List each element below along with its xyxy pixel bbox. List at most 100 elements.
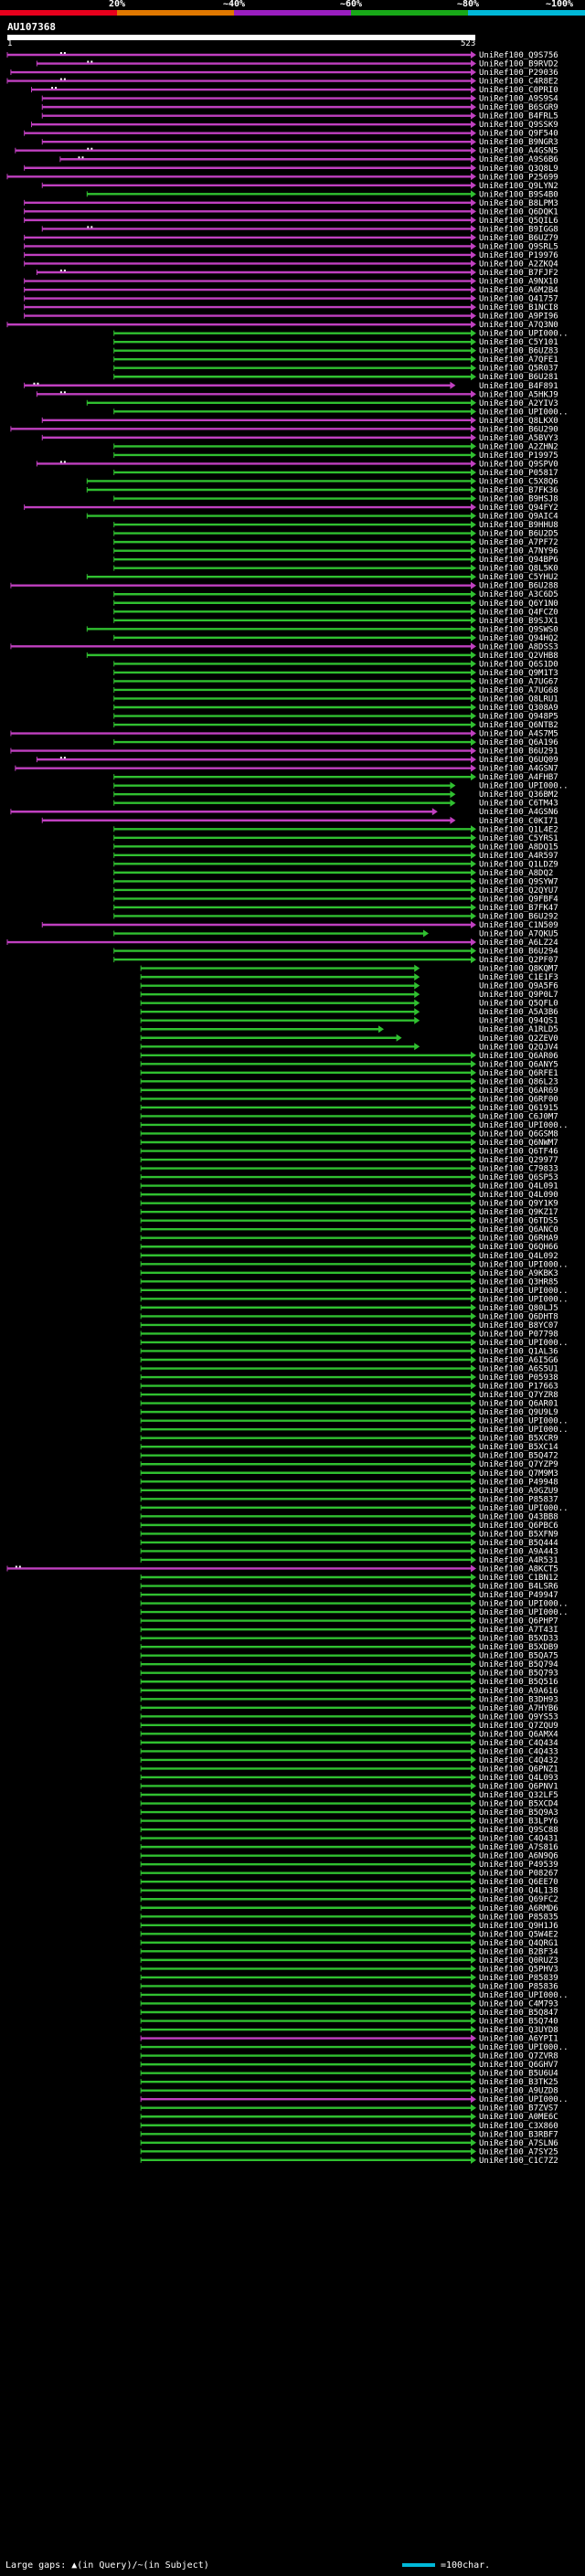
hit-row[interactable]: UniRef100_B5Q472 xyxy=(140,1451,558,1461)
hit-label[interactable]: UniRef100_B5Q516 xyxy=(479,1678,558,1687)
hit-row[interactable]: UniRef100_C0PRI0 xyxy=(30,86,558,95)
hit-label[interactable]: UniRef100_C5YHU2 xyxy=(479,573,558,582)
hit-label[interactable]: UniRef100_Q6UQ09 xyxy=(479,756,558,765)
hit-label[interactable]: UniRef100_Q9H1J6 xyxy=(479,1922,558,1931)
hit-row[interactable]: UniRef100_Q61915 xyxy=(140,1103,558,1113)
hit-row[interactable]: UniRef100_P25699 xyxy=(6,173,558,182)
hit-label[interactable]: UniRef100_Q8LRU1 xyxy=(479,694,558,704)
hit-label[interactable]: UniRef100_B3LPY6 xyxy=(479,1818,558,1827)
hit-label[interactable]: UniRef100_B5Q740 xyxy=(479,2018,558,2027)
hit-row[interactable]: UniRef100_Q8LKX0 xyxy=(41,416,558,426)
hit-row[interactable]: UniRef100_A9S6B6 xyxy=(59,155,558,164)
hit-label[interactable]: UniRef100_Q6PNV1 xyxy=(479,1782,558,1791)
hit-label[interactable]: UniRef100_A2YIV3 xyxy=(479,399,558,408)
hit-label[interactable]: UniRef100_B5XCD4 xyxy=(479,1800,558,1809)
hit-label[interactable]: UniRef100_B8LPM3 xyxy=(479,199,558,208)
hit-row[interactable]: UniRef100_A8DQ15 xyxy=(113,843,558,852)
hit-row[interactable]: UniRef100_Q9YS53 xyxy=(140,1712,558,1722)
hit-row[interactable]: UniRef100_C6TM43 xyxy=(113,799,558,809)
hit-label[interactable]: UniRef100_UPI000.. xyxy=(479,1600,569,1609)
hit-row[interactable]: UniRef100_Q6A196 xyxy=(113,738,558,747)
hit-row[interactable]: UniRef100_Q7YZP9 xyxy=(140,1460,558,1469)
hit-row[interactable]: UniRef100_B5Q9A3 xyxy=(140,1808,558,1818)
hit-row[interactable]: UniRef100_Q5QIL6 xyxy=(24,216,558,226)
hit-row[interactable]: UniRef100_A7S816 xyxy=(140,1843,558,1852)
hit-row[interactable]: UniRef100_Q6TF46 xyxy=(140,1147,558,1157)
hit-row[interactable]: UniRef100_C1E1F3 xyxy=(140,973,558,982)
hit-label[interactable]: UniRef100_A8DSS3 xyxy=(479,642,558,652)
hit-row[interactable]: UniRef100_Q4L090 xyxy=(140,1191,558,1200)
hit-label[interactable]: UniRef100_Q7YZR8 xyxy=(479,1391,558,1400)
hit-row[interactable]: UniRef100_Q4L092 xyxy=(140,1251,558,1261)
hit-row[interactable]: UniRef100_B6U2D5 xyxy=(113,529,558,539)
hit-label[interactable]: UniRef100_B9HHU8 xyxy=(479,521,558,530)
hit-row[interactable]: UniRef100_P85836 xyxy=(140,1982,558,1991)
hit-row[interactable]: UniRef100_Q43BB8 xyxy=(140,1512,558,1521)
hit-label[interactable]: UniRef100_Q7YZP9 xyxy=(479,1460,558,1469)
hit-label[interactable]: UniRef100_A9KBK3 xyxy=(479,1269,558,1278)
hit-row[interactable]: UniRef100_C79833 xyxy=(140,1164,558,1174)
hit-label[interactable]: UniRef100_C0KI71 xyxy=(479,817,558,826)
hit-label[interactable]: UniRef100_P25699 xyxy=(479,173,558,182)
hit-row[interactable]: UniRef100_Q6AR06 xyxy=(140,1051,558,1061)
hit-label[interactable]: UniRef100_B5Q847 xyxy=(479,2009,558,2018)
hit-label[interactable]: UniRef100_Q2PF07 xyxy=(479,956,558,965)
hit-label[interactable]: UniRef100_C1N509 xyxy=(479,921,558,930)
hit-label[interactable]: UniRef100_A5BVY3 xyxy=(479,434,558,443)
hit-row[interactable]: UniRef100_UPI000.. xyxy=(140,2043,569,2052)
hit-row[interactable]: UniRef100_P05817 xyxy=(113,468,558,478)
hit-row[interactable]: UniRef100_Q4L093 xyxy=(140,1773,558,1783)
hit-row[interactable]: UniRef100_Q4L138 xyxy=(140,1886,558,1896)
hit-label[interactable]: UniRef100_B5Q472 xyxy=(479,1452,558,1461)
hit-label[interactable]: UniRef100_Q7M9M3 xyxy=(479,1469,558,1479)
hit-label[interactable]: UniRef100_A7Q3N0 xyxy=(479,321,558,330)
hit-row[interactable]: UniRef100_B6UZ79 xyxy=(24,233,558,243)
hit-row[interactable]: UniRef100_A9NX10 xyxy=(24,277,558,287)
hit-label[interactable]: UniRef100_B8YC07 xyxy=(479,1321,558,1330)
hit-label[interactable]: UniRef100_Q6PBC6 xyxy=(479,1521,558,1531)
hit-label[interactable]: UniRef100_C4R8E2 xyxy=(479,78,558,87)
hit-row[interactable]: UniRef100_A6I5G6 xyxy=(140,1356,558,1365)
hit-label[interactable]: UniRef100_A9S6B6 xyxy=(479,155,558,164)
hit-row[interactable]: UniRef100_B5XD33 xyxy=(140,1634,558,1644)
hit-row[interactable]: UniRef100_Q308A9 xyxy=(113,704,558,713)
hit-row[interactable]: UniRef100_P85835 xyxy=(140,1913,558,1922)
hit-label[interactable]: UniRef100_B9IGG8 xyxy=(479,225,558,234)
hit-row[interactable]: UniRef100_Q6RF00 xyxy=(140,1095,558,1104)
hit-row[interactable]: UniRef100_Q6GSM8 xyxy=(140,1129,558,1139)
hit-row[interactable]: UniRef100_Q6RFE1 xyxy=(140,1068,558,1078)
hit-label[interactable]: UniRef100_Q6RF00 xyxy=(479,1095,558,1104)
hit-row[interactable]: UniRef100_A8DQ2 xyxy=(113,868,554,878)
hit-row[interactable]: UniRef100_UPI000.. xyxy=(140,1260,569,1269)
hit-row[interactable]: UniRef100_B9HSJ8 xyxy=(113,494,558,504)
hit-label[interactable]: UniRef100_P49948 xyxy=(479,1478,558,1487)
hit-label[interactable]: UniRef100_Q6S1D0 xyxy=(479,660,558,669)
hit-label[interactable]: UniRef100_Q6ANC0 xyxy=(479,1225,558,1235)
hit-row[interactable]: UniRef100_A6M2B4 xyxy=(24,286,558,295)
hit-label[interactable]: UniRef100_Q8KQM7 xyxy=(479,965,558,974)
hit-row[interactable]: UniRef100_B6U290 xyxy=(10,425,558,434)
hit-row[interactable]: UniRef100_Q5PHV3 xyxy=(140,1965,558,1974)
hit-row[interactable]: UniRef100_Q2QJV4 xyxy=(140,1043,558,1052)
hit-row[interactable]: UniRef100_C5YHU2 xyxy=(86,573,558,582)
hit-row[interactable]: UniRef100_A4GSN6 xyxy=(10,808,558,817)
hit-label[interactable]: UniRef100_Q69FC2 xyxy=(479,1895,558,1904)
hit-label[interactable]: UniRef100_P08267 xyxy=(479,1870,558,1879)
hit-label[interactable]: UniRef100_P85837 xyxy=(479,1495,558,1504)
hit-label[interactable]: UniRef100_Q4QRG1 xyxy=(479,1939,558,1948)
hit-label[interactable]: UniRef100_Q80LJ5 xyxy=(479,1304,558,1313)
hit-row[interactable]: UniRef100_Q69FC2 xyxy=(140,1895,558,1904)
hit-label[interactable]: UniRef100_Q9SC88 xyxy=(479,1826,558,1835)
hit-label[interactable]: UniRef100_A9NX10 xyxy=(479,278,558,287)
hit-row[interactable]: UniRef100_Q9F540 xyxy=(24,129,558,139)
hit-label[interactable]: UniRef100_Q2QJV4 xyxy=(479,1043,558,1052)
hit-label[interactable]: UniRef100_C5YRS1 xyxy=(479,834,558,843)
hit-row[interactable]: UniRef100_Q9SPV0 xyxy=(36,460,558,469)
hit-label[interactable]: UniRef100_Q948P5 xyxy=(479,713,558,722)
hit-row[interactable]: UniRef100_Q9AIC4 xyxy=(86,512,558,522)
hit-row[interactable]: UniRef100_B3LPY6 xyxy=(140,1817,558,1827)
hit-label[interactable]: UniRef100_C0PRI0 xyxy=(479,86,558,95)
hit-row[interactable]: UniRef100_A9PI96 xyxy=(24,312,558,322)
hit-row[interactable]: UniRef100_Q9H1J6 xyxy=(140,1921,558,1931)
hit-label[interactable]: UniRef100_Q6QH66 xyxy=(479,1243,558,1252)
